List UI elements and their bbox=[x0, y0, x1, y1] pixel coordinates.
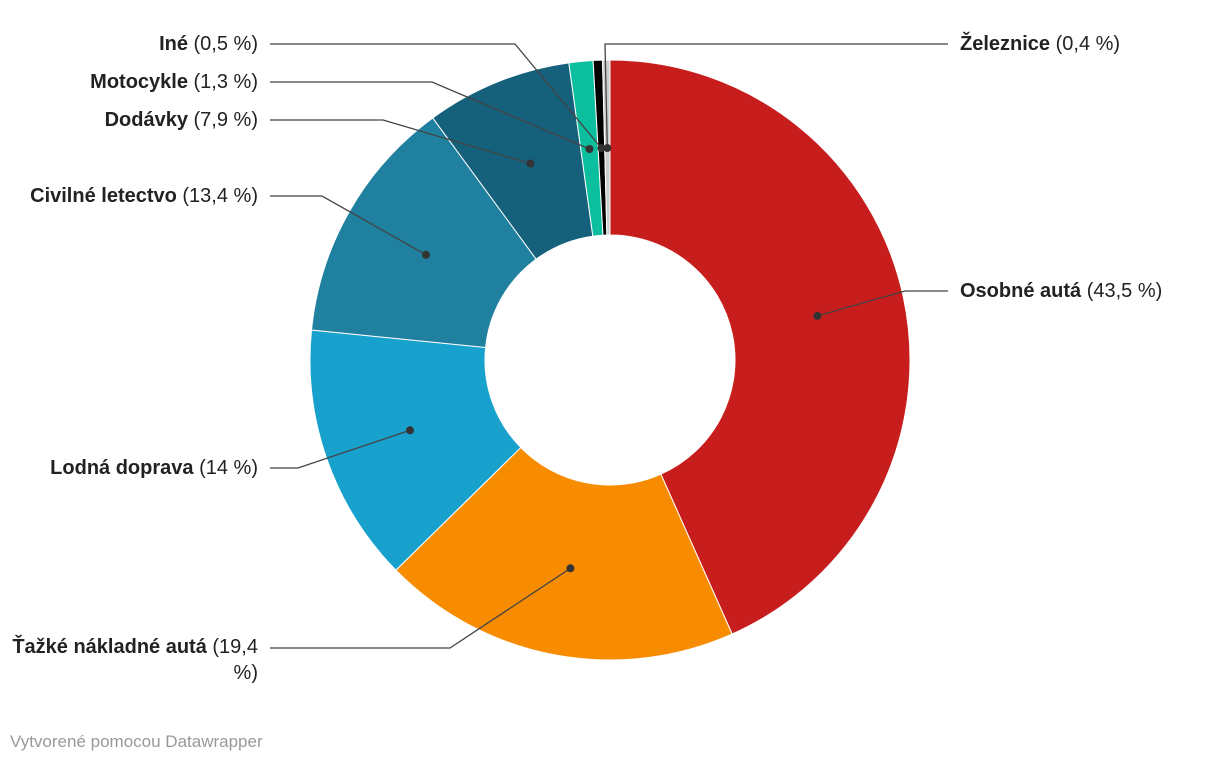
slice-label: Iné (0,5 %) bbox=[159, 31, 258, 57]
leader-line-5 bbox=[270, 81, 590, 150]
leader-line-6 bbox=[270, 43, 602, 149]
slice-label: Dodávky (7,9 %) bbox=[105, 107, 258, 133]
slice-label: Osobné autá (43,5 %) bbox=[960, 278, 1162, 304]
slice-label: Civilné letectvo (13,4 %) bbox=[18, 183, 258, 209]
slice-name: Ťažké nákladné autá bbox=[12, 636, 207, 658]
credit-footer: Vytvorené pomocou Datawrapper bbox=[10, 732, 263, 751]
slice-name: Lodná doprava bbox=[50, 457, 194, 479]
leader-line-1 bbox=[270, 567, 571, 649]
leader-dot-6 bbox=[597, 144, 606, 153]
slice-name: Iné bbox=[159, 33, 188, 55]
slice-label: Motocykle (1,3 %) bbox=[90, 69, 258, 95]
slice-3[interactable] bbox=[310, 117, 537, 349]
leader-dot-2 bbox=[405, 426, 414, 435]
slice-value: (19,4 %) bbox=[206, 636, 258, 684]
leader-line-2 bbox=[270, 429, 411, 469]
slice-name: Motocykle bbox=[90, 71, 188, 93]
slice-name: Osobné autá bbox=[960, 280, 1082, 302]
slice-2[interactable] bbox=[309, 329, 522, 571]
slice-label: Ťažké nákladné autá (19,4 %) bbox=[0, 634, 258, 686]
leader-dot-3 bbox=[421, 250, 430, 259]
leader-line-3 bbox=[270, 195, 427, 256]
slice-0[interactable] bbox=[609, 59, 911, 635]
leader-line-0 bbox=[817, 290, 948, 317]
leader-dot-4 bbox=[526, 159, 535, 168]
leader-dot-7 bbox=[603, 144, 612, 153]
slice-value: (0,5 %) bbox=[187, 33, 258, 55]
slice-value: (7,9 %) bbox=[187, 109, 258, 131]
slice-1[interactable] bbox=[395, 446, 733, 661]
slice-label: Lodná doprava (14 %) bbox=[50, 455, 258, 481]
slice-name: Civilné letectvo bbox=[30, 185, 177, 207]
leader-line-4 bbox=[270, 119, 531, 165]
slice-value: (1,3 %) bbox=[187, 71, 258, 93]
slice-name: Dodávky bbox=[104, 109, 188, 131]
slice-value: (14 %) bbox=[193, 457, 258, 479]
leader-dot-5 bbox=[585, 144, 594, 153]
leader-dot-0 bbox=[813, 311, 822, 320]
slice-value: (0,4 %) bbox=[1050, 33, 1121, 55]
slice-value: (13,4 %) bbox=[176, 185, 258, 207]
leader-line-7 bbox=[604, 43, 948, 149]
slice-label: Železnice (0,4 %) bbox=[960, 31, 1120, 57]
leader-dot-1 bbox=[566, 564, 575, 573]
slice-name: Železnice bbox=[960, 33, 1051, 55]
slice-value: (43,5 %) bbox=[1081, 280, 1163, 302]
